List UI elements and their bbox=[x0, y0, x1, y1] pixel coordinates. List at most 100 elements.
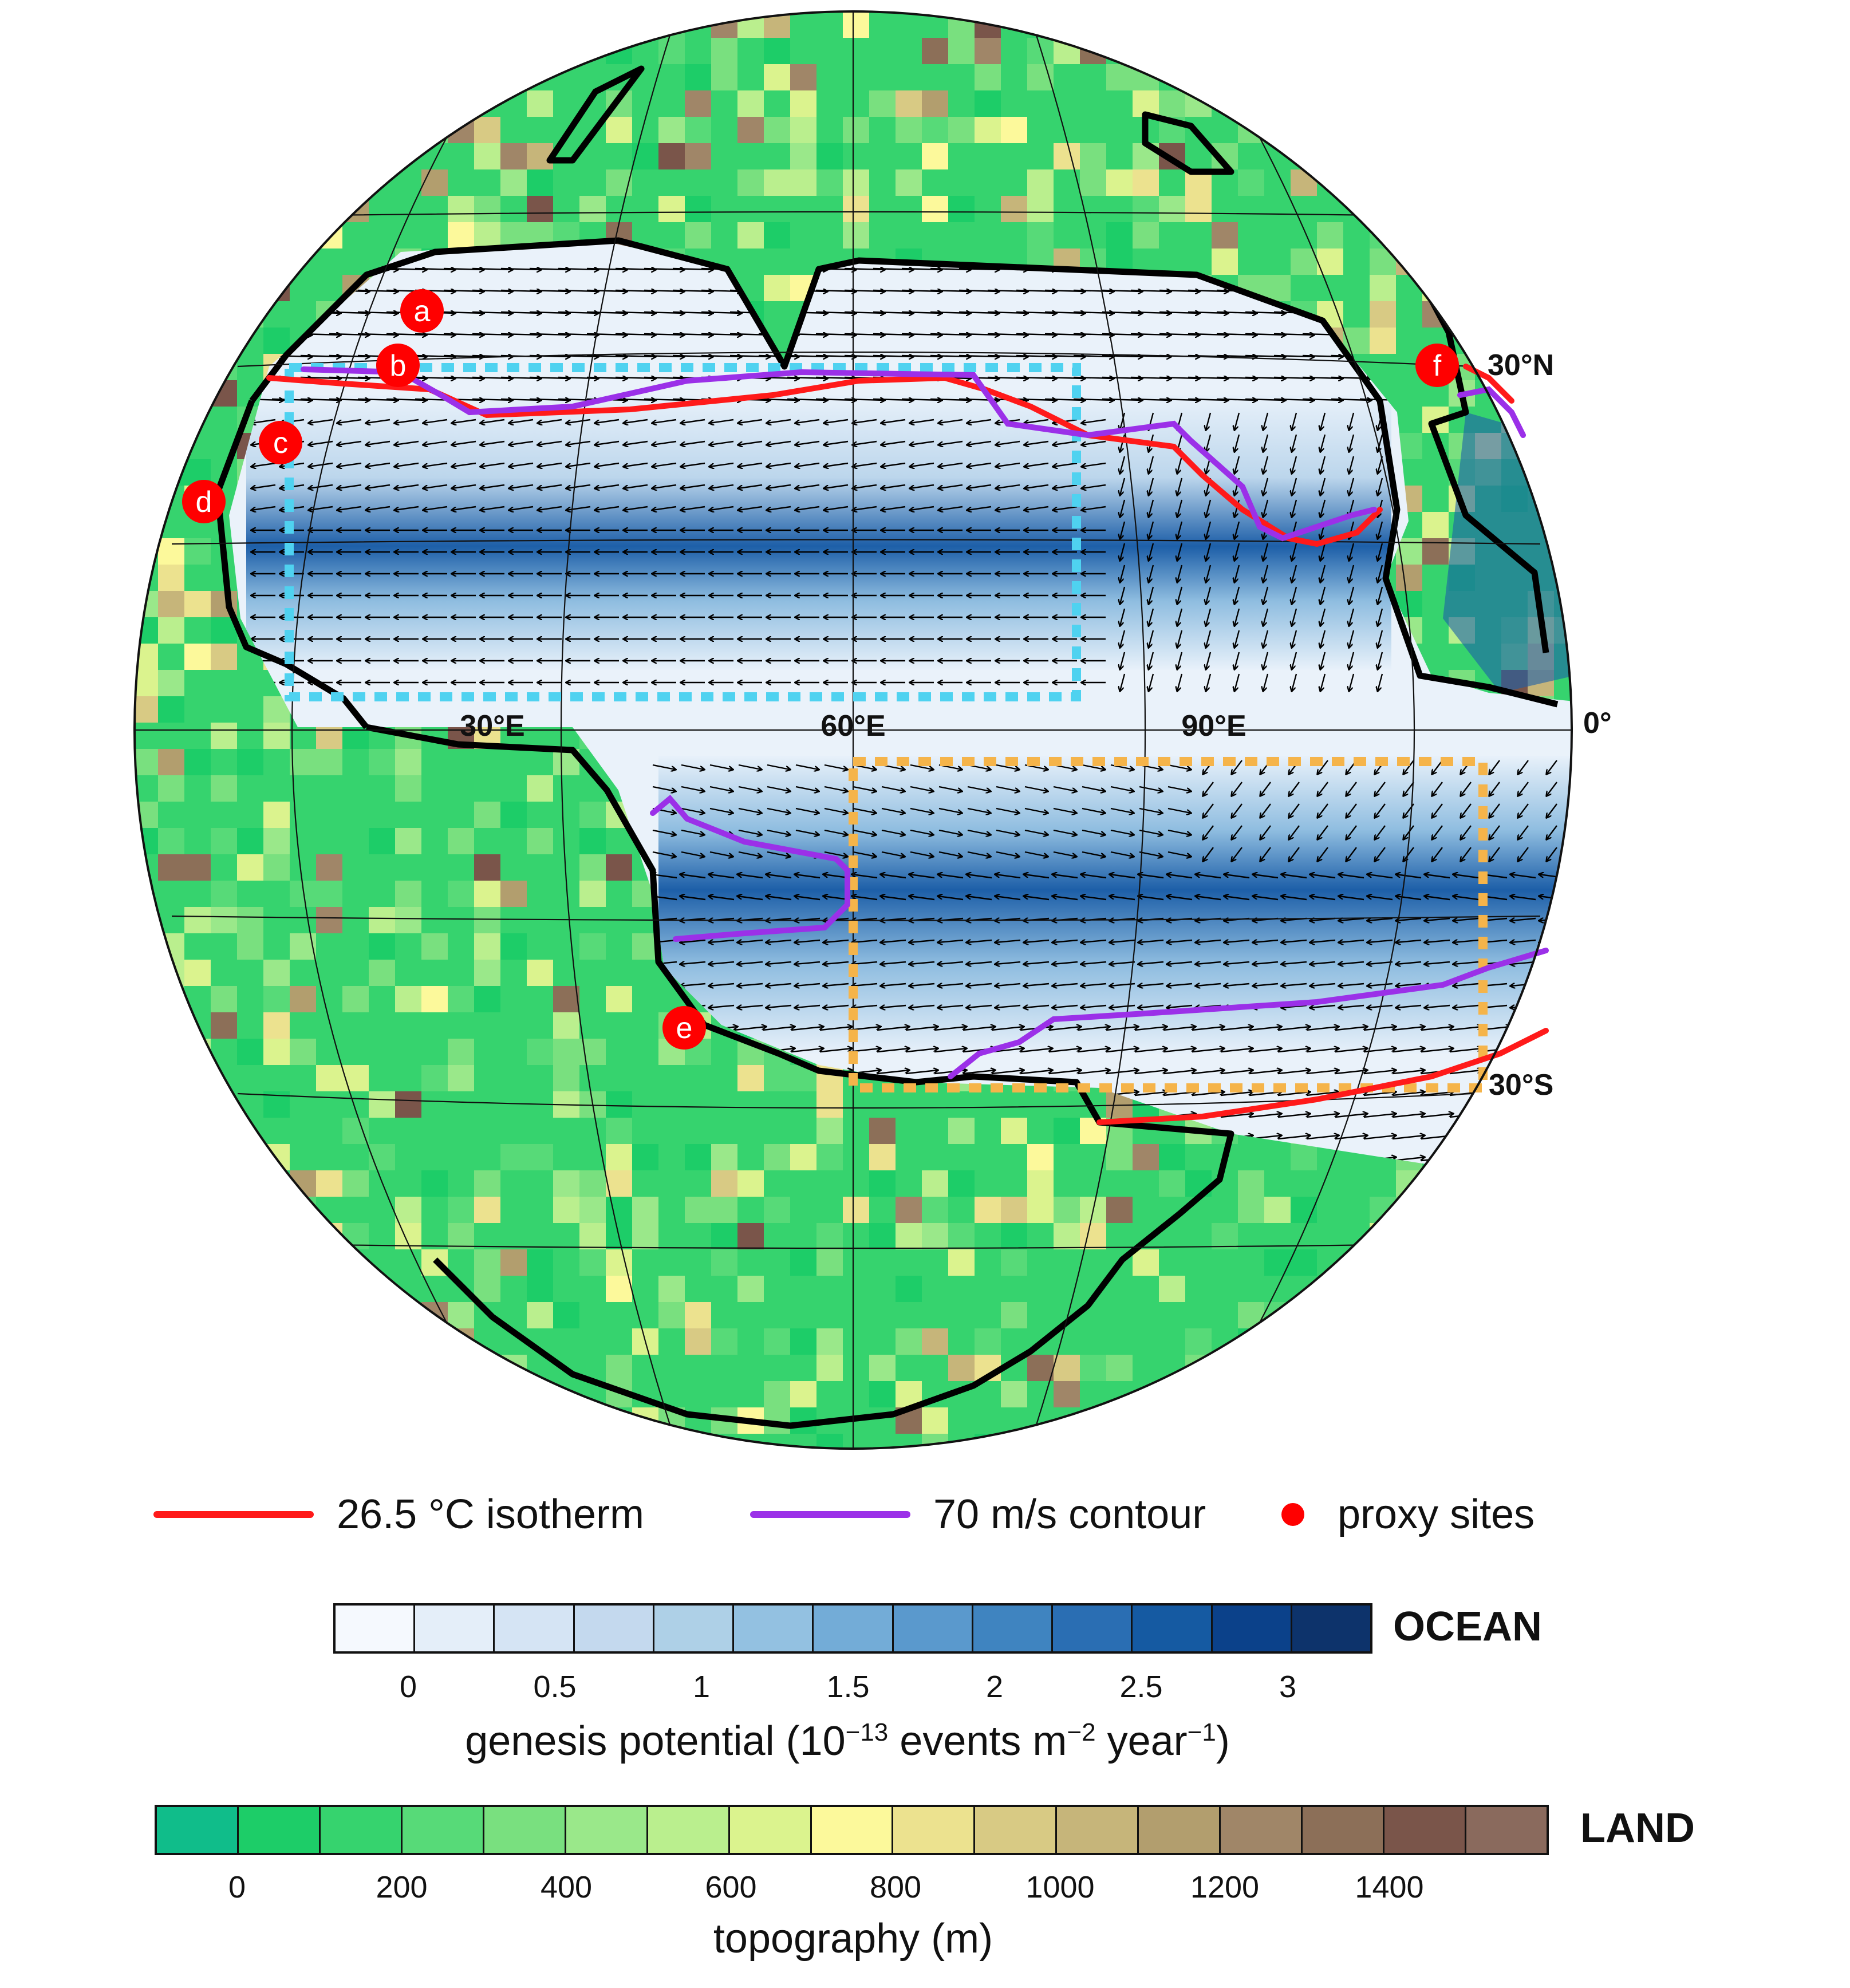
wind-vector bbox=[881, 506, 906, 510]
land-cell bbox=[896, 90, 922, 117]
isotherm-swatch bbox=[153, 1511, 314, 1518]
land-cell bbox=[237, 143, 263, 169]
wind-vector bbox=[337, 440, 362, 445]
land-cell bbox=[737, 1276, 764, 1302]
wind-vector bbox=[881, 829, 905, 835]
wind-vector bbox=[1320, 586, 1326, 604]
land-cell bbox=[500, 1434, 527, 1449]
wind-vector bbox=[701, 290, 741, 291]
wind-vector bbox=[1234, 565, 1240, 582]
land-cell bbox=[1554, 1355, 1572, 1381]
land-cell bbox=[395, 1434, 421, 1449]
wind-vector bbox=[1102, 334, 1142, 335]
land-cell bbox=[606, 169, 632, 196]
wind-vector bbox=[910, 462, 934, 467]
land-cell bbox=[790, 117, 816, 143]
land-cell bbox=[263, 986, 290, 1012]
land-cell bbox=[448, 1355, 474, 1381]
wind-vector bbox=[1349, 543, 1355, 561]
wind-vector bbox=[472, 312, 512, 313]
wind-vector bbox=[395, 440, 419, 445]
wind-vector bbox=[1177, 478, 1183, 495]
wind-vector bbox=[853, 829, 876, 835]
land-cell bbox=[1396, 1328, 1422, 1355]
wind-vector bbox=[480, 484, 505, 488]
wind-vector bbox=[1331, 399, 1371, 400]
land-cell bbox=[606, 1197, 632, 1223]
land-cell bbox=[579, 881, 606, 907]
land-cell bbox=[527, 828, 553, 854]
ocean-colorbar-cell bbox=[1053, 1606, 1133, 1651]
land-cell bbox=[211, 11, 237, 38]
land-cell bbox=[606, 1170, 632, 1197]
land-cell bbox=[237, 907, 263, 933]
wind-vector bbox=[1449, 1135, 1482, 1140]
wind-vector bbox=[1318, 803, 1328, 818]
wind-vector bbox=[251, 419, 276, 423]
land-cell bbox=[922, 1407, 948, 1434]
land-cell bbox=[527, 1144, 553, 1170]
land-cell bbox=[1264, 275, 1291, 301]
land-cell bbox=[1501, 1197, 1528, 1223]
wind-vector bbox=[1518, 825, 1529, 839]
land-cell bbox=[975, 1407, 1001, 1434]
land-cell bbox=[135, 696, 158, 723]
colorbar-tick: 0.5 bbox=[533, 1670, 577, 1704]
wind-vector bbox=[823, 874, 849, 879]
land-cell bbox=[316, 1328, 342, 1355]
land-cell bbox=[135, 670, 158, 696]
wind-vector bbox=[681, 786, 704, 791]
land-cell bbox=[816, 1091, 843, 1118]
land-cell bbox=[263, 775, 290, 802]
contour-label: 70 m/s contour bbox=[933, 1492, 1206, 1537]
wind-vector bbox=[967, 786, 991, 791]
wind-vector bbox=[615, 334, 656, 335]
wind-vector bbox=[1378, 565, 1383, 582]
land-cell bbox=[685, 1197, 711, 1223]
wind-vector bbox=[787, 377, 827, 378]
wind-vector bbox=[1302, 356, 1343, 357]
wind-vector bbox=[1130, 312, 1171, 313]
land-cell bbox=[948, 1118, 975, 1144]
land-cell bbox=[1238, 38, 1264, 64]
land-cell bbox=[1528, 169, 1554, 196]
wind-vector bbox=[1260, 847, 1271, 861]
land-cell bbox=[764, 1197, 790, 1223]
proxy-site-e: e bbox=[662, 1006, 706, 1050]
land-cell bbox=[1343, 64, 1370, 90]
wind-vector bbox=[1518, 782, 1529, 796]
wind-vector bbox=[1188, 377, 1228, 378]
land-cell bbox=[448, 1407, 474, 1434]
land-cell bbox=[948, 11, 975, 38]
land-cell bbox=[1396, 1197, 1422, 1223]
land-cell bbox=[135, 169, 158, 196]
land-cell bbox=[1449, 1434, 1475, 1449]
wind-vector bbox=[1263, 543, 1269, 561]
wind-vector bbox=[329, 399, 369, 400]
wind-vector bbox=[1349, 673, 1355, 691]
wind-vector bbox=[1292, 478, 1297, 495]
land-cell bbox=[1185, 1355, 1212, 1381]
wind-vector bbox=[738, 484, 763, 488]
wind-vector bbox=[1506, 1027, 1539, 1031]
wind-vector bbox=[1149, 521, 1154, 539]
land-cell bbox=[1554, 881, 1572, 907]
wind-vector bbox=[1518, 847, 1529, 861]
land-cell bbox=[1001, 1118, 1027, 1144]
wind-vector bbox=[1349, 456, 1355, 474]
land-cell bbox=[369, 1434, 395, 1449]
land-cell bbox=[1554, 986, 1572, 1012]
land-cell bbox=[1080, 90, 1106, 117]
wind-vector bbox=[1232, 825, 1242, 839]
land-cell bbox=[1212, 1355, 1238, 1381]
wind-vector bbox=[1320, 630, 1326, 648]
wind-vector bbox=[1216, 399, 1257, 400]
land-cell bbox=[1159, 90, 1185, 117]
wind-vector bbox=[509, 506, 534, 510]
wind-vector bbox=[1206, 543, 1212, 561]
wind-vector bbox=[1167, 764, 1191, 770]
wind-vector bbox=[1102, 356, 1142, 357]
wind-vector bbox=[1159, 312, 1200, 313]
wind-vector bbox=[901, 356, 942, 357]
wind-vector bbox=[1234, 673, 1240, 691]
